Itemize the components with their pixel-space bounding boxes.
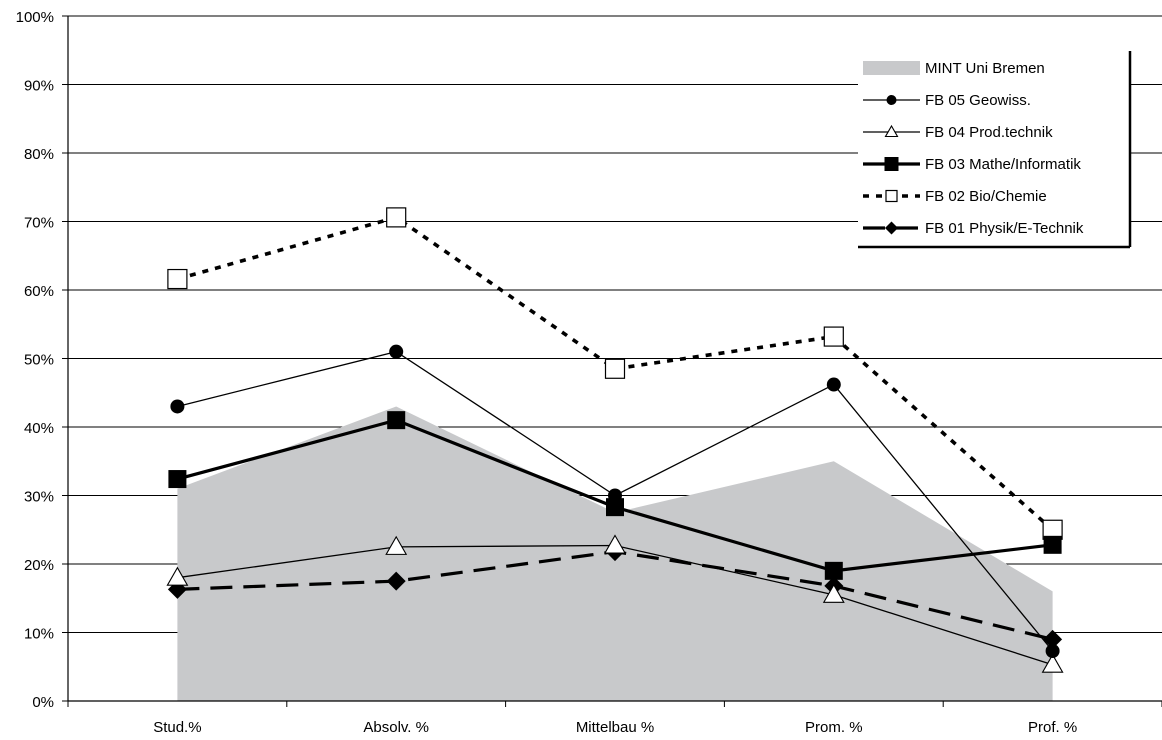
x-tick-label: Mittelbau % — [576, 719, 654, 736]
marker-fb-02-bio-chemie — [823, 326, 844, 347]
marker-fb-02-bio-chemie — [604, 358, 626, 379]
legend-swatch-marker — [886, 95, 897, 105]
marker-fb-05-geowiss — [608, 488, 622, 503]
marker-fb-05-geowiss — [826, 377, 841, 392]
legend-entry-fb-04-prod-technik: FB 04 Prod.technik — [863, 124, 1053, 141]
y-tick-label: 10% — [24, 626, 54, 643]
marker-fb-03-mathe-informatik — [168, 470, 187, 489]
legend-swatch-marker — [885, 189, 898, 203]
marker-fb-03-mathe-informatik — [387, 411, 406, 430]
legend-swatch-marker — [884, 157, 899, 171]
legend-box — [858, 51, 1130, 247]
marker-fb-04-prod-technik — [822, 583, 845, 603]
legend-entry-fb-03-mathe-informatik: FB 03 Mathe/Informatik — [863, 156, 1081, 173]
y-tick-label: 70% — [24, 215, 54, 232]
y-tick-label: 20% — [24, 557, 54, 574]
legend-label: FB 05 Geowiss. — [925, 92, 1031, 109]
marker-fb-02-bio-chemie — [386, 207, 407, 228]
legend-label: FB 01 Physik/E-Technik — [925, 220, 1084, 237]
marker-fb-05-geowiss — [389, 344, 404, 359]
marker-fb-04-prod-technik — [604, 534, 626, 554]
x-tick-label: Prom. % — [805, 719, 863, 736]
series-markers — [166, 207, 1064, 673]
legend-entry-fb-05-geowiss: FB 05 Geowiss. — [863, 92, 1031, 109]
marker-fb-05-geowiss — [170, 399, 185, 414]
x-tick-labels: Stud.% Absolv. % Mittelbau % Prom. % Prof. % — [153, 719, 1077, 736]
y-tick-labels: 0% 10% 20% 30% 40% 50% 60% 70% 80% 90% 100% — [16, 9, 54, 711]
marker-fb-01-physik-e-technik — [386, 571, 406, 591]
marker-fb-03-mathe-informatik — [606, 498, 624, 517]
marker-fb-04-prod-technik — [166, 566, 189, 586]
y-tick-label: 60% — [24, 283, 54, 300]
x-tick-label: Prof. % — [1028, 719, 1077, 736]
y-tick-label: 100% — [16, 9, 54, 26]
marker-fb-04-prod-technik — [1041, 653, 1064, 673]
marker-fb-03-mathe-informatik — [824, 561, 843, 580]
legend-swatch-marker — [884, 124, 899, 138]
y-tick-label: 40% — [24, 420, 54, 437]
legend-label: MINT Uni Bremen — [925, 60, 1045, 77]
y-tick-label: 0% — [32, 694, 54, 711]
legend-entry-fb-02-bio-chemie: FB 02 Bio/Chemie — [863, 188, 1047, 205]
y-tick-label: 80% — [24, 146, 54, 163]
legend-swatch-marker — [885, 221, 898, 235]
marker-fb-05-geowiss — [1045, 643, 1060, 658]
y-tick-label: 90% — [24, 78, 54, 95]
legend-entry-mint-uni-bremen: MINT Uni Bremen — [863, 60, 1045, 77]
axes — [62, 15, 1162, 707]
legend: MINT Uni Bremen FB 05 Geowiss. FB 04 Prod.… — [858, 51, 1132, 249]
line-fb-02-bio-chemie — [176, 215, 1054, 532]
y-tick-label: 30% — [24, 489, 54, 506]
marker-fb-03-mathe-informatik — [1043, 535, 1062, 554]
x-tick-label: Stud.% — [153, 719, 201, 736]
legend-label: FB 02 Bio/Chemie — [925, 188, 1047, 205]
legend-entry-fb-01-physik-e-technik: FB 01 Physik/E-Technik — [863, 220, 1084, 237]
marker-fb-02-bio-chemie — [167, 268, 188, 290]
legend-label: FB 04 Prod.technik — [925, 124, 1053, 141]
legend-label: FB 03 Mathe/Informatik — [925, 156, 1081, 173]
y-tick-label: 50% — [24, 352, 54, 369]
marker-fb-04-prod-technik — [385, 535, 408, 555]
x-tick-label: Absolv. % — [363, 719, 429, 736]
marker-fb-01-physik-e-technik — [1043, 629, 1063, 649]
legend-swatch — [863, 61, 920, 75]
